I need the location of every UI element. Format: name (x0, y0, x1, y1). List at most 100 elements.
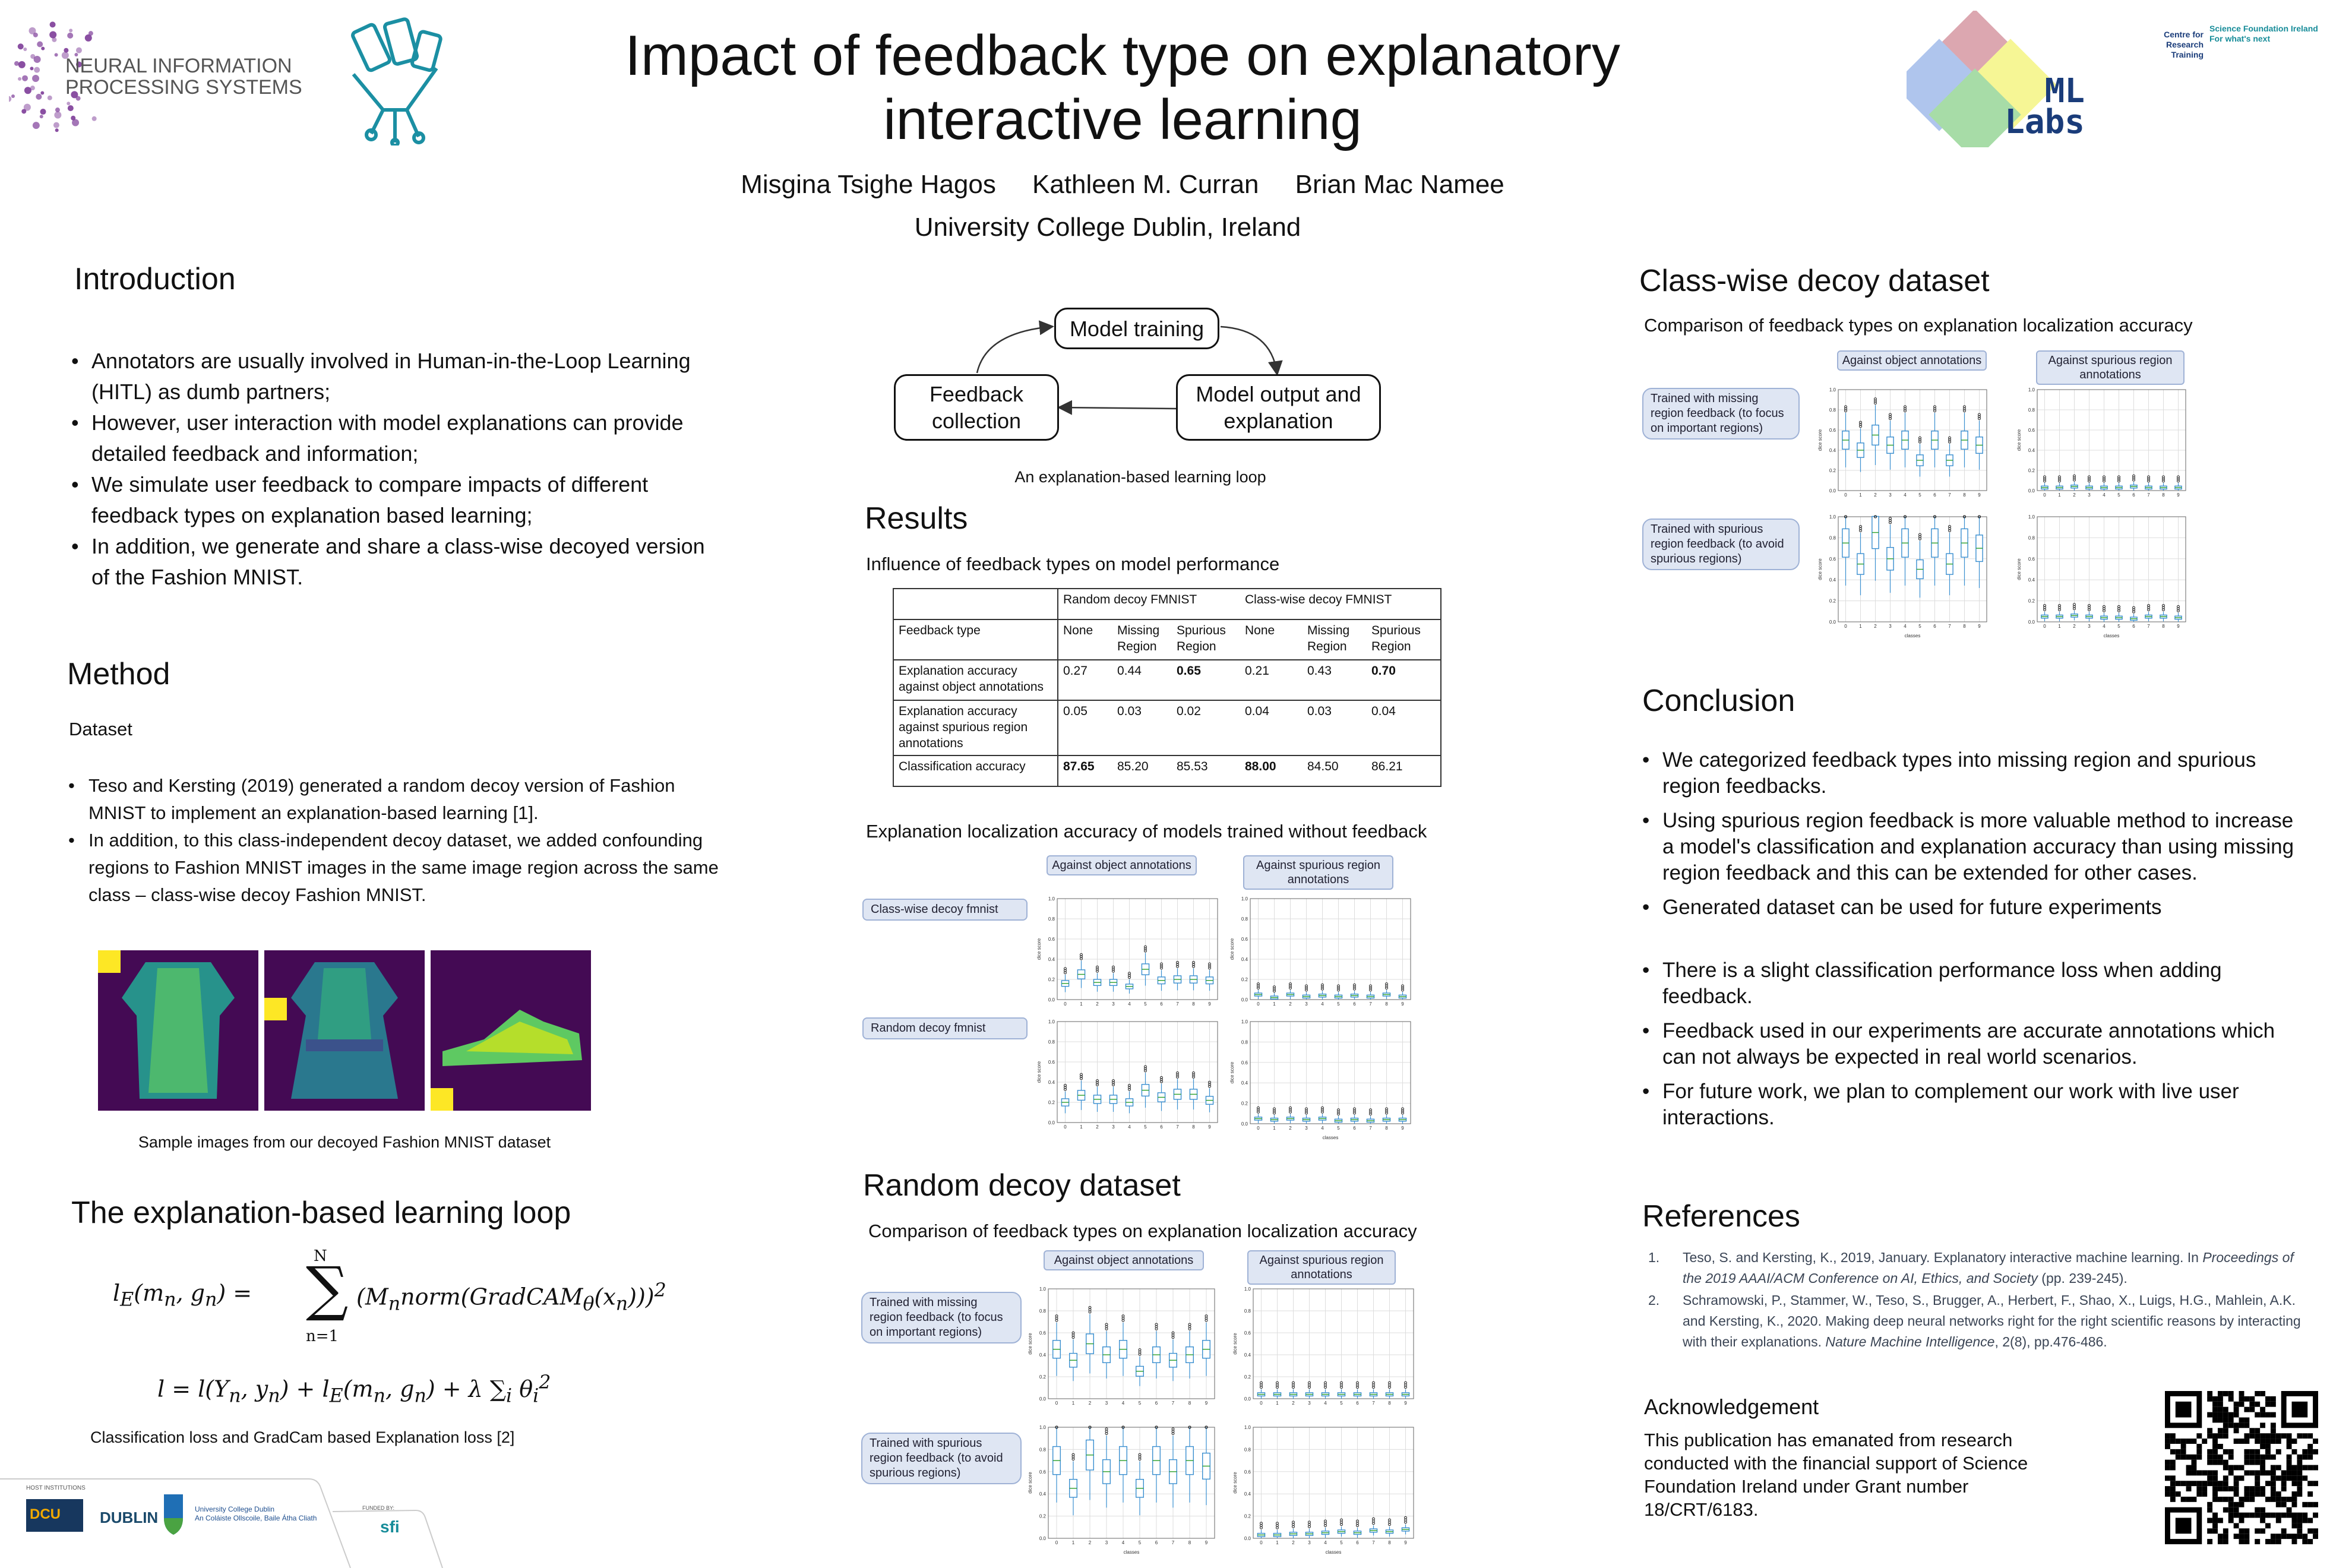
outlier (1844, 407, 1847, 410)
table-cell: 0.04 (1240, 700, 1303, 756)
outlier (2162, 475, 2165, 479)
boxplot-box (2085, 475, 2093, 491)
y-tick-label: 1.0 (1039, 1425, 1047, 1430)
outlier (1385, 1107, 1388, 1111)
bullet: There is a slight classification perform… (1642, 957, 2302, 1010)
images-caption: Sample images from our decoyed Fashion M… (138, 1133, 551, 1151)
boxplot-box (1916, 533, 1924, 598)
y-tick-label: 0.4 (2028, 448, 2035, 453)
boxplot-box (1273, 1522, 1282, 1538)
x-axis-label: classes (1323, 1135, 1339, 1140)
x-tick-label: 3 (1305, 1126, 1308, 1131)
x-tick-label: 1 (1859, 492, 1862, 498)
x-tick-label: 8 (1963, 624, 1966, 629)
outlier (1904, 407, 1907, 410)
outlier (2147, 475, 2150, 479)
boxplot-box (1872, 515, 1879, 581)
x-tick-label: 2 (1096, 1001, 1099, 1007)
x-tick-label: 1 (1276, 1401, 1279, 1406)
boxplot-box (1398, 984, 1407, 1000)
neurips-dot (32, 74, 40, 82)
sfi-footer-logo: sfi (380, 1518, 400, 1536)
boxplot-box (1141, 1065, 1150, 1108)
boxplot-panel: 0.0 0.2 0.4 0.6 0.8 1.0 0 1 2 3 4 5 6 7 8 9 dice score (1814, 385, 1993, 504)
outlier (1305, 1111, 1308, 1115)
outlier (1385, 982, 1388, 986)
plot-frame (1253, 1288, 1414, 1399)
outlier (1308, 1520, 1311, 1524)
boxplot-box (1189, 1071, 1198, 1110)
row-label-random: Random decoy fmnist (862, 1017, 1028, 1039)
row-label: Classification accuracy (893, 754, 1058, 787)
boxplot-box (1052, 1314, 1061, 1376)
dcu-logo: DCU (26, 1499, 83, 1532)
neurips-dot (23, 103, 31, 111)
x-tick-label: 5 (2117, 492, 2120, 498)
outlier (1337, 1110, 1340, 1114)
boxplot-chart: 0.0 0.2 0.4 0.6 0.8 1.0 0 1 2 3 4 5 6 7 8 9 dice score (1817, 387, 1987, 498)
ref-text: Schramowski, P., Stammer, W., Teso, S., … (1683, 1292, 2301, 1349)
neurips-dot (40, 91, 45, 95)
outlier (2058, 479, 2061, 483)
boxplot-box (1125, 1083, 1134, 1114)
y-tick-label: 0.2 (1244, 1514, 1251, 1519)
outlier (2117, 477, 2120, 480)
outlier (1096, 1083, 1099, 1086)
outlier (1121, 1314, 1125, 1318)
outlier (1404, 1381, 1407, 1384)
boxplot-box (1093, 965, 1102, 992)
neurips-dot (67, 105, 74, 112)
outlier (1080, 955, 1083, 959)
outlier (2117, 475, 2120, 479)
x-tick-label: 2 (1292, 1401, 1295, 1406)
y-tick-label: 0.0 (1039, 1536, 1047, 1541)
x-tick-label: 6 (1155, 1540, 1158, 1545)
neurips-dot (71, 115, 76, 121)
qr-code[interactable] (2165, 1390, 2318, 1545)
x-tick-label: 0 (1064, 1124, 1067, 1130)
bullet: Using spurious region feedback is more v… (1642, 808, 2302, 886)
outlier (1305, 986, 1308, 990)
y-tick-label: 0.6 (1048, 937, 1055, 942)
col-header-spurious: Against spurious region annotations (2036, 350, 2185, 385)
boxplot-box (1061, 1083, 1070, 1114)
boxplot-box (1337, 1381, 1346, 1399)
table-cell: 0.43 (1303, 659, 1367, 701)
neurips-dots-icon (1, 21, 97, 132)
y-tick-label: 0.2 (2028, 599, 2035, 604)
ref-number: 1. (1648, 1250, 1660, 1265)
boxplot-box (2115, 475, 2123, 491)
outlier (2103, 475, 2106, 479)
neurips-dot (5, 96, 12, 102)
outlier (1874, 402, 1877, 405)
neurips-dot (75, 47, 82, 53)
outlier (1208, 962, 1211, 966)
x-tick-label: 9 (1208, 1124, 1211, 1130)
outlier (1112, 1083, 1115, 1086)
outlier (1963, 515, 1966, 519)
x-tick-label: 0 (1064, 1001, 1067, 1007)
x-tick-label: 1 (1072, 1401, 1075, 1406)
outlier (1257, 984, 1260, 988)
boxplot-box (1152, 1323, 1161, 1379)
x-tick-label: 8 (1388, 1401, 1391, 1406)
boxplot-box (1901, 405, 1909, 467)
y-tick-label: 0.6 (2028, 428, 2035, 433)
outlier (1369, 986, 1372, 990)
outlier (1096, 1081, 1099, 1085)
explanation-loss-equation: lE(mn, gn) = N ∑ n=1 (Mnnorm(GradCAMθ(xn… (113, 1247, 666, 1345)
y-tick-label: 0.0 (1241, 997, 1248, 1003)
outlier (1064, 1083, 1067, 1087)
table-corner (893, 588, 1058, 620)
x-tick-label: 3 (1105, 1540, 1108, 1545)
outlier (1369, 1108, 1372, 1112)
plot-frame (1057, 898, 1218, 1000)
outlier (1948, 440, 1951, 444)
x-tick-label: 1 (1859, 624, 1862, 629)
outlier (1128, 1086, 1131, 1089)
classwise-decoy-heading: Class-wise decoy dataset (1639, 264, 1990, 298)
boxplot-box (2085, 604, 2093, 622)
neurips-dot (71, 91, 78, 99)
outlier (1160, 964, 1163, 968)
y-tick-label: 0.4 (1039, 1491, 1047, 1497)
